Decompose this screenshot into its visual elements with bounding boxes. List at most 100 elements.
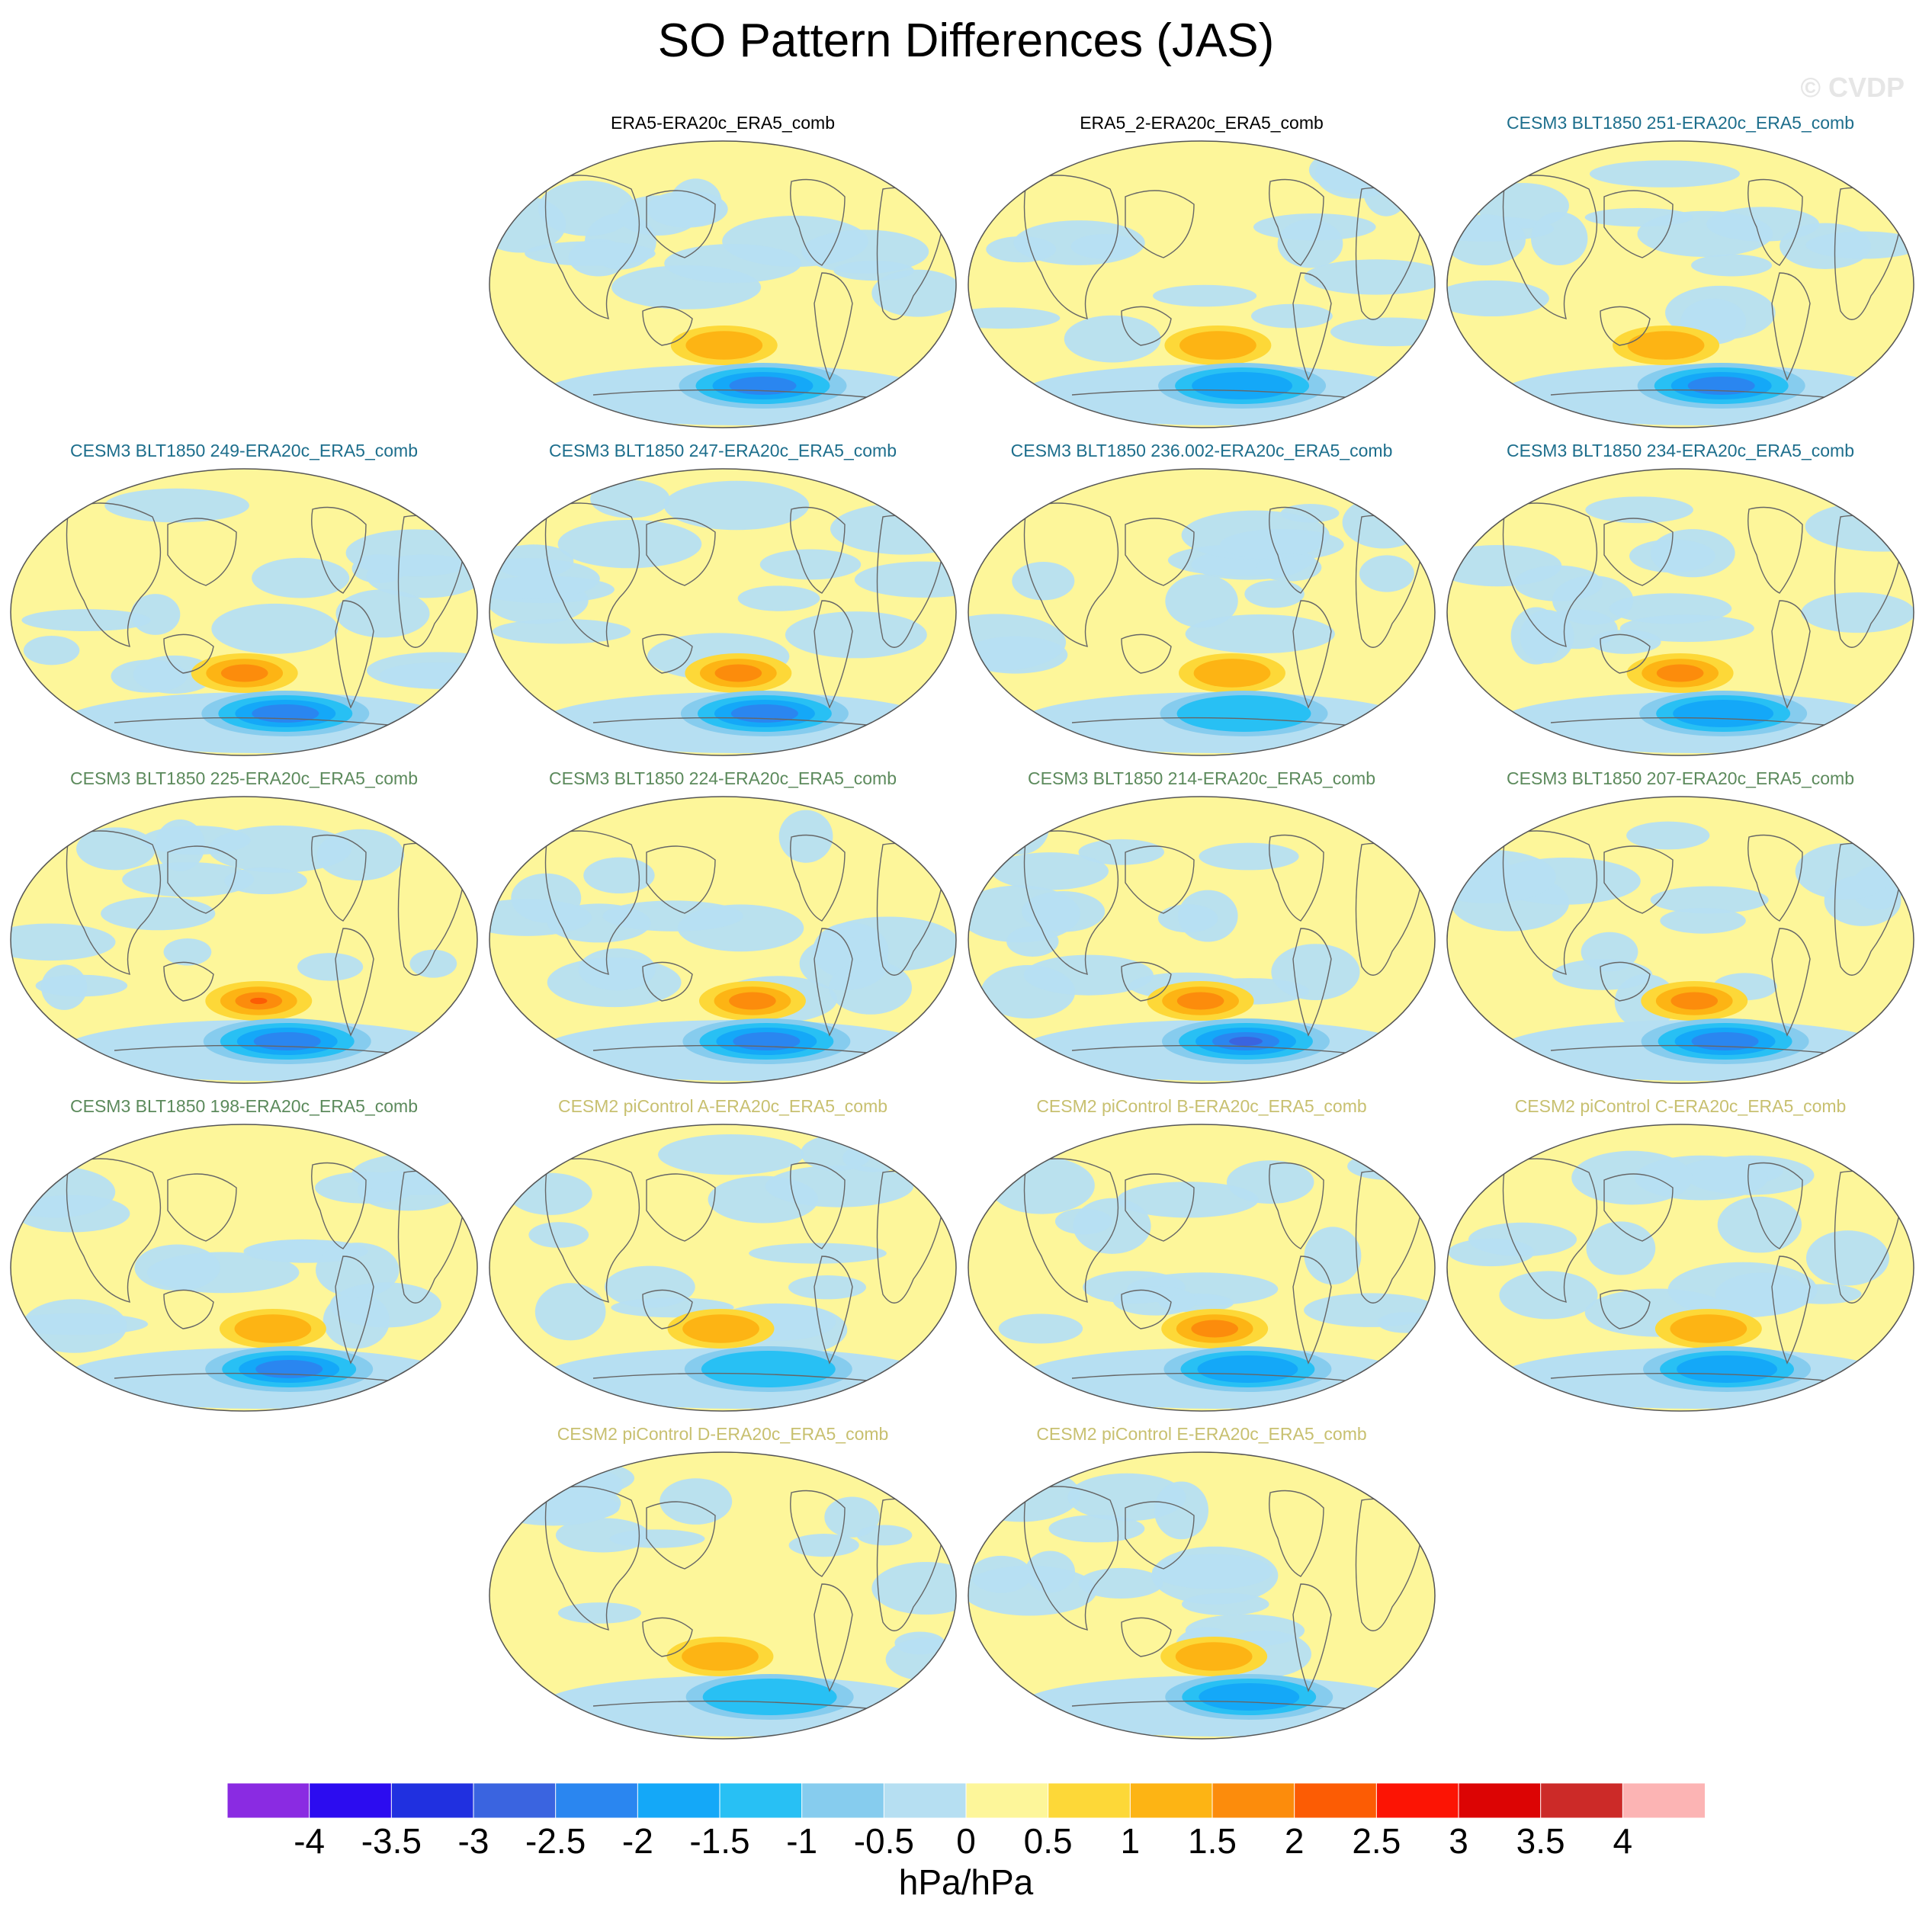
coastline: [167, 518, 237, 586]
coastline: [114, 1044, 405, 1055]
coastline: [1071, 1372, 1362, 1383]
contour-region-positive: [1193, 659, 1271, 688]
coastline: [592, 389, 884, 399]
map-panel: CESM2 piControl A-ERA20c_ERA5_comb: [486, 1096, 959, 1416]
panel-title: CESM3 BLT1850 214-ERA20c_ERA5_comb: [1028, 768, 1375, 788]
map-field: [10, 796, 478, 1084]
contour-region-weak-negative: [1022, 891, 1106, 932]
coastline: [1550, 1372, 1841, 1383]
map-outline: [489, 468, 957, 756]
coastline: [1125, 1501, 1195, 1570]
contour-region-negative: [1176, 695, 1311, 732]
contour-region-weak-negative: [1586, 1221, 1656, 1275]
contour-region-weak-negative: [104, 488, 249, 523]
contour-region-weak-negative: [1154, 1481, 1209, 1540]
contour-region-weak-negative: [1277, 219, 1343, 268]
map-field: [968, 1124, 1436, 1412]
panel-title: ERA5_2-ERA20c_ERA5_comb: [1080, 113, 1324, 133]
coastline: [1071, 1044, 1362, 1055]
contour-region-weak-negative: [534, 1283, 606, 1341]
coastline: [814, 272, 853, 381]
contour-region-weak-negative: [1448, 1238, 1535, 1267]
contour-region-weak-negative: [1012, 561, 1075, 601]
map-panel: CESM3 BLT1850 198-ERA20c_ERA5_comb: [8, 1096, 480, 1416]
contour-region-positive: [1670, 992, 1719, 1010]
coastline: [642, 633, 693, 674]
contour-region-weak-negative: [663, 480, 810, 531]
contour-region-weak-negative: [578, 948, 656, 991]
colorbar-tick-label: 3: [1449, 1821, 1468, 1861]
coastline: [1125, 518, 1195, 586]
contour-region-weak-negative: [1181, 1592, 1269, 1615]
coastline: [1747, 506, 1803, 594]
coastline: [1603, 1173, 1674, 1242]
contour-region-weak-negative: [1626, 821, 1710, 850]
coastline: [1600, 306, 1651, 346]
panel-title: CESM2 piControl A-ERA20c_ERA5_comb: [557, 1096, 888, 1116]
colorbar-tick-labels: -4 -3.5 -3 -2.5 -2 -1.5 -1 -0.5 0 0.5 1 1.5 2 2.5 3 3.5…: [0, 1820, 1932, 1866]
contour-region-positive: [682, 1642, 759, 1671]
contour-region-weak-negative: [759, 549, 862, 580]
map-outline: [489, 1451, 957, 1740]
coastline: [814, 1583, 853, 1692]
coastline: [544, 502, 640, 647]
panel-title: CESM2 piControl D-ERA20c_ERA5_comb: [557, 1424, 889, 1444]
contour-region-weak-negative: [604, 1265, 695, 1308]
contour-region-weak-negative: [133, 655, 216, 694]
contour-region-weak-negative: [1780, 223, 1871, 269]
contour-region-weak-negative: [316, 1243, 400, 1298]
coastline: [1502, 830, 1598, 975]
contour-region-weak-negative: [1165, 574, 1238, 628]
coastline: [790, 178, 846, 266]
coastline: [814, 600, 853, 709]
contour-region-weak-negative: [658, 1134, 804, 1175]
map-field: [968, 796, 1436, 1084]
contour-region-weak-negative: [297, 953, 364, 981]
map-outline: [489, 1124, 957, 1412]
colorbar-tick-label: 0.5: [1023, 1821, 1073, 1861]
coastline: [1550, 1044, 1841, 1055]
coastline: [592, 1044, 884, 1055]
coastline: [1550, 389, 1841, 399]
contour-region-positive: [714, 664, 762, 682]
map-outline: [489, 140, 957, 428]
coastline: [1771, 272, 1811, 381]
coastline: [642, 1289, 693, 1329]
map-panel: CESM3 BLT1850 224-ERA20c_ERA5_comb: [486, 768, 959, 1089]
contour-region-weak-negative: [1181, 510, 1330, 560]
contour-region-weak-negative: [871, 269, 956, 317]
coastline: [311, 1162, 367, 1249]
coastline: [790, 1490, 846, 1577]
contour-region-weak-negative: [660, 1478, 733, 1525]
coastline: [66, 830, 162, 975]
map-panel: CESM3 BLT1850 225-ERA20c_ERA5_comb: [8, 768, 480, 1089]
coastline: [1121, 633, 1172, 674]
map-outline: [1446, 1124, 1914, 1412]
colorbar-units: hPa/hPa: [898, 1862, 1034, 1902]
panel-title: CESM3 BLT1850 249-ERA20c_ERA5_comb: [70, 441, 418, 460]
contour-region-positive: [1179, 331, 1256, 360]
contour-region-negative: [701, 1351, 836, 1387]
colorbar-tick-label: 3.5: [1516, 1821, 1565, 1861]
contour-region-weak-negative: [991, 852, 1109, 890]
contour-region-weak-negative: [1152, 284, 1257, 307]
contour-region-negative: [1197, 1355, 1298, 1383]
contour-region-weak-negative: [211, 603, 339, 654]
panel-title: CESM3 BLT1850 234-ERA20c_ERA5_comb: [1507, 441, 1854, 460]
map-outline: [968, 1124, 1436, 1412]
coastline: [1023, 175, 1119, 319]
coastline: [1603, 518, 1674, 586]
colorbar-tick-label: 1: [1120, 1821, 1141, 1861]
map-panel: ERA5-ERA20c_ERA5_comb: [486, 113, 959, 433]
panel-title: CESM3 BLT1850 251-ERA20c_ERA5_comb: [1507, 113, 1854, 133]
contour-region-weak-negative: [508, 1172, 592, 1215]
coastline: [544, 830, 640, 975]
coastline: [790, 834, 846, 922]
contour-region-weak-negative: [525, 241, 656, 266]
contour-region-weak-negative: [788, 1275, 867, 1300]
contour-region-weak-negative: [990, 800, 1049, 855]
contour-region-weak-negative: [854, 561, 956, 598]
contour-region-weak-negative: [778, 810, 833, 863]
contour-region-positive: [1191, 1320, 1238, 1338]
